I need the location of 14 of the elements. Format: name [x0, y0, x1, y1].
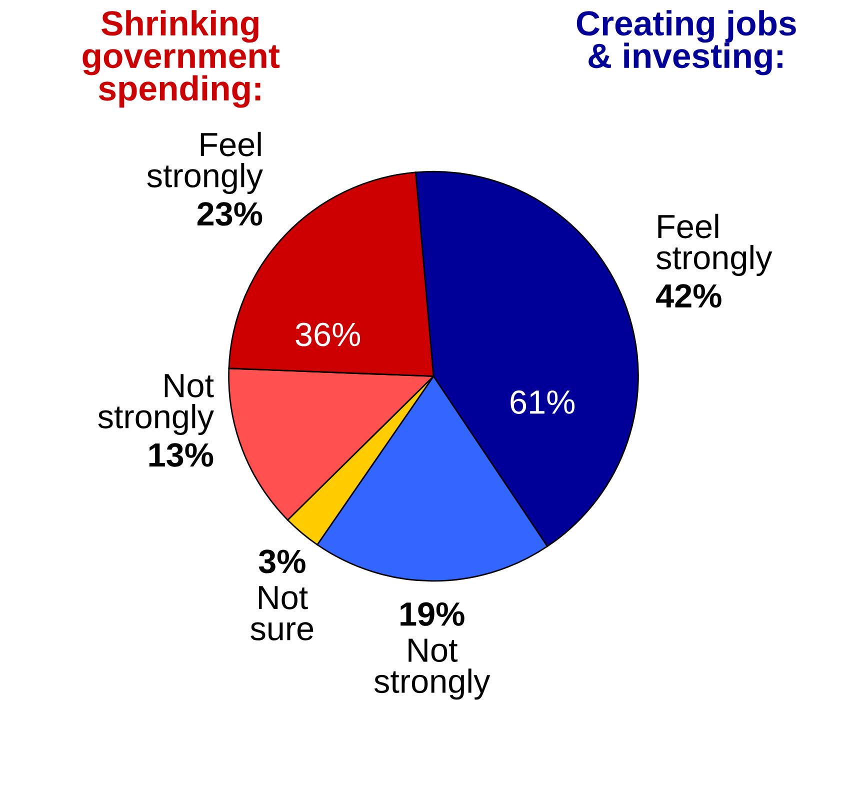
slice-label: Not strongly [98, 374, 214, 436]
data-label: 19% [400, 602, 464, 626]
data-label: 13% [149, 443, 214, 467]
slice-label: Not strongly [374, 638, 490, 700]
data-label: 23% [197, 202, 262, 226]
slice-label: Feel strongly [656, 214, 772, 276]
slice-label: Feel strongly [147, 132, 263, 194]
slice-label: Not sure [250, 586, 314, 640]
text: 61% [510, 390, 575, 414]
text: Shrinking government spending: [82, 10, 280, 108]
data-label: 3% [258, 550, 306, 574]
text: 36% [296, 322, 360, 346]
text: Creating jobs & investing: [576, 10, 796, 76]
data-label: 42% [656, 284, 722, 308]
